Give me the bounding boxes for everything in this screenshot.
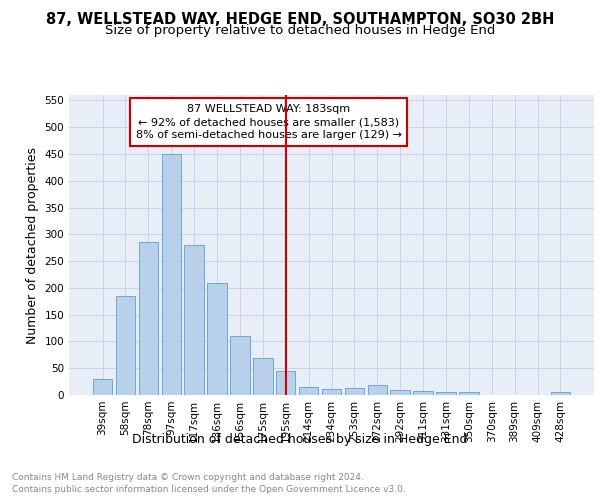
Text: Contains HM Land Registry data © Crown copyright and database right 2024.: Contains HM Land Registry data © Crown c… <box>12 472 364 482</box>
Text: Size of property relative to detached houses in Hedge End: Size of property relative to detached ho… <box>105 24 495 37</box>
Text: Contains public sector information licensed under the Open Government Licence v3: Contains public sector information licen… <box>12 485 406 494</box>
Text: Distribution of detached houses by size in Hedge End: Distribution of detached houses by size … <box>132 432 468 446</box>
Bar <box>184 245 204 395</box>
Bar <box>139 242 158 395</box>
Bar <box>230 336 250 395</box>
Bar <box>368 386 387 395</box>
Bar <box>551 392 570 395</box>
Bar <box>116 296 135 395</box>
Bar <box>413 390 433 395</box>
Bar <box>208 282 227 395</box>
Bar <box>391 390 410 395</box>
Bar <box>459 392 479 395</box>
Y-axis label: Number of detached properties: Number of detached properties <box>26 146 39 344</box>
Bar <box>93 379 112 395</box>
Text: 87 WELLSTEAD WAY: 183sqm
← 92% of detached houses are smaller (1,583)
8% of semi: 87 WELLSTEAD WAY: 183sqm ← 92% of detach… <box>136 104 401 141</box>
Text: 87, WELLSTEAD WAY, HEDGE END, SOUTHAMPTON, SO30 2BH: 87, WELLSTEAD WAY, HEDGE END, SOUTHAMPTO… <box>46 12 554 28</box>
Bar <box>161 154 181 395</box>
Bar <box>344 388 364 395</box>
Bar <box>276 371 295 395</box>
Bar <box>436 392 455 395</box>
Bar <box>322 388 341 395</box>
Bar <box>253 358 272 395</box>
Bar <box>299 387 319 395</box>
